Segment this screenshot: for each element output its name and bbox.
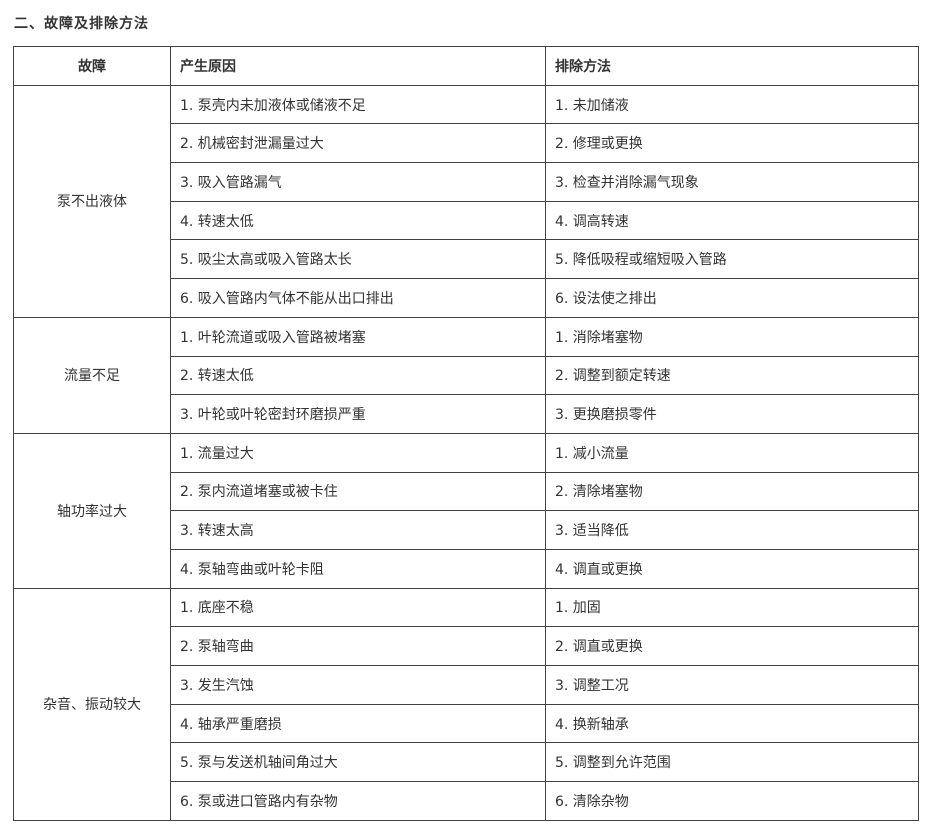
cause-cell: 2. 机械密封泄漏量过大 bbox=[170, 123, 546, 164]
table-row: 3. 吸入管路漏气 3. 检查并消除漏气现象 bbox=[14, 162, 919, 202]
solution-cell: 2. 修理或更换 bbox=[545, 123, 919, 164]
cause-cell: 1. 流量过大 bbox=[170, 432, 546, 473]
table-row: 4. 泵轴弯曲或叶轮卡阻 4. 调直或更换 bbox=[14, 548, 919, 589]
cause-cell: 6. 吸入管路内气体不能从出口排出 bbox=[170, 278, 546, 318]
fault-cell: 杂音、振动较大 bbox=[13, 587, 171, 821]
table-row: 泵不出液体 1. 泵壳内未加液体或储液不足 1. 未加储液 bbox=[13, 84, 919, 318]
solution-cell: 3. 调整工况 bbox=[545, 665, 919, 705]
table-row: 5. 泵与发送机轴间角过大 5. 调整到允许范围 bbox=[14, 742, 919, 783]
cause-cell: 5. 吸尘太高或吸入管路太长 bbox=[170, 239, 546, 280]
cause-cell: 3. 吸入管路漏气 bbox=[170, 162, 546, 202]
fault-table: 故障 产生原因 排除方法 泵不出液体 1. 泵壳内未加液体或储液不足 1. 未加储液… bbox=[13, 46, 919, 821]
solution-cell: 1. 减小流量 bbox=[545, 432, 919, 473]
cause-cell: 4. 转速太低 bbox=[170, 200, 546, 241]
table-row: 2. 转速太低 2. 调整到额定转速 bbox=[14, 355, 919, 396]
solution-cell: 5. 降低吸程或缩短吸入管路 bbox=[545, 239, 919, 280]
fault-cell: 流量不足 bbox=[13, 316, 171, 434]
table-row: 6. 吸入管路内气体不能从出口排出 6. 设法使之排出 bbox=[14, 278, 919, 318]
fault-cell: 泵不出液体 bbox=[13, 84, 171, 318]
solution-cell: 1. 消除堵塞物 bbox=[545, 316, 919, 357]
table-row: 2. 泵内流道堵塞或被卡住 2. 清除堵塞物 bbox=[14, 471, 919, 512]
solution-cell: 4. 换新轴承 bbox=[545, 703, 919, 744]
table-row: 3. 发生汽蚀 3. 调整工况 bbox=[14, 665, 919, 705]
solution-cell: 3. 适当降低 bbox=[545, 510, 919, 550]
cause-cell: 3. 叶轮或叶轮密封环磨损严重 bbox=[170, 394, 546, 434]
table-row: 杂音、振动较大 1. 底座不稳 1. 加固 bbox=[13, 587, 919, 821]
table-row: 6. 泵或进口管路内有杂物 6. 清除杂物 bbox=[14, 781, 919, 821]
solution-cell: 6. 设法使之排出 bbox=[545, 278, 919, 318]
col-header-cause: 产生原因 bbox=[170, 46, 546, 86]
table-row: 4. 转速太低 4. 调高转速 bbox=[14, 200, 919, 241]
cause-cell: 3. 发生汽蚀 bbox=[170, 665, 546, 705]
cause-cell: 4. 轴承严重磨损 bbox=[170, 703, 546, 744]
solution-cell: 2. 调整到额定转速 bbox=[545, 355, 919, 396]
table-row: 4. 轴承严重磨损 4. 换新轴承 bbox=[14, 703, 919, 744]
solution-cell: 6. 清除杂物 bbox=[545, 781, 919, 821]
fault-table-body: 泵不出液体 1. 泵壳内未加液体或储液不足 1. 未加储液 2. 机械密封泄漏量过大 2… bbox=[13, 84, 919, 821]
table-header-row: 故障 产生原因 排除方法 bbox=[13, 46, 919, 86]
cause-cell: 1. 叶轮流道或吸入管路被堵塞 bbox=[170, 316, 546, 357]
table-row: 5. 吸尘太高或吸入管路太长 5. 降低吸程或缩短吸入管路 bbox=[14, 239, 919, 280]
solution-cell: 2. 清除堵塞物 bbox=[545, 471, 919, 512]
table-row: 故障 产生原因 排除方法 bbox=[13, 46, 919, 86]
cause-cell: 4. 泵轴弯曲或叶轮卡阻 bbox=[170, 548, 546, 589]
cause-cell: 6. 泵或进口管路内有杂物 bbox=[170, 781, 546, 821]
solution-cell: 4. 调高转速 bbox=[545, 200, 919, 241]
cause-cell: 1. 底座不稳 bbox=[170, 587, 546, 628]
table-row: 轴功率过大 1. 流量过大 1. 减小流量 bbox=[13, 432, 919, 589]
solution-cell: 5. 调整到允许范围 bbox=[545, 742, 919, 783]
cause-cell: 1. 泵壳内未加液体或储液不足 bbox=[170, 84, 546, 125]
cause-cell: 2. 泵轴弯曲 bbox=[170, 626, 546, 666]
solution-cell: 2. 调直或更换 bbox=[545, 626, 919, 666]
table-row: 3. 转速太高 3. 适当降低 bbox=[14, 510, 919, 550]
solution-cell: 3. 检查并消除漏气现象 bbox=[545, 162, 919, 202]
solution-cell: 1. 未加储液 bbox=[545, 84, 919, 125]
col-header-solution: 排除方法 bbox=[545, 46, 919, 86]
cause-cell: 2. 泵内流道堵塞或被卡住 bbox=[170, 471, 546, 512]
page-title: 二、故障及排除方法 bbox=[14, 16, 149, 32]
table-row: 2. 泵轴弯曲 2. 调直或更换 bbox=[14, 626, 919, 666]
table-row: 流量不足 1. 叶轮流道或吸入管路被堵塞 1. 消除堵塞物 bbox=[13, 316, 919, 434]
cause-cell: 3. 转速太高 bbox=[170, 510, 546, 550]
cause-cell: 5. 泵与发送机轴间角过大 bbox=[170, 742, 546, 783]
solution-cell: 1. 加固 bbox=[545, 587, 919, 628]
table-row: 2. 机械密封泄漏量过大 2. 修理或更换 bbox=[14, 123, 919, 164]
col-header-fault: 故障 bbox=[13, 46, 171, 86]
solution-cell: 4. 调直或更换 bbox=[545, 548, 919, 589]
fault-cell: 轴功率过大 bbox=[13, 432, 171, 589]
cause-cell: 2. 转速太低 bbox=[170, 355, 546, 396]
solution-cell: 3. 更换磨损零件 bbox=[545, 394, 919, 434]
table-row: 3. 叶轮或叶轮密封环磨损严重 3. 更换磨损零件 bbox=[14, 394, 919, 434]
